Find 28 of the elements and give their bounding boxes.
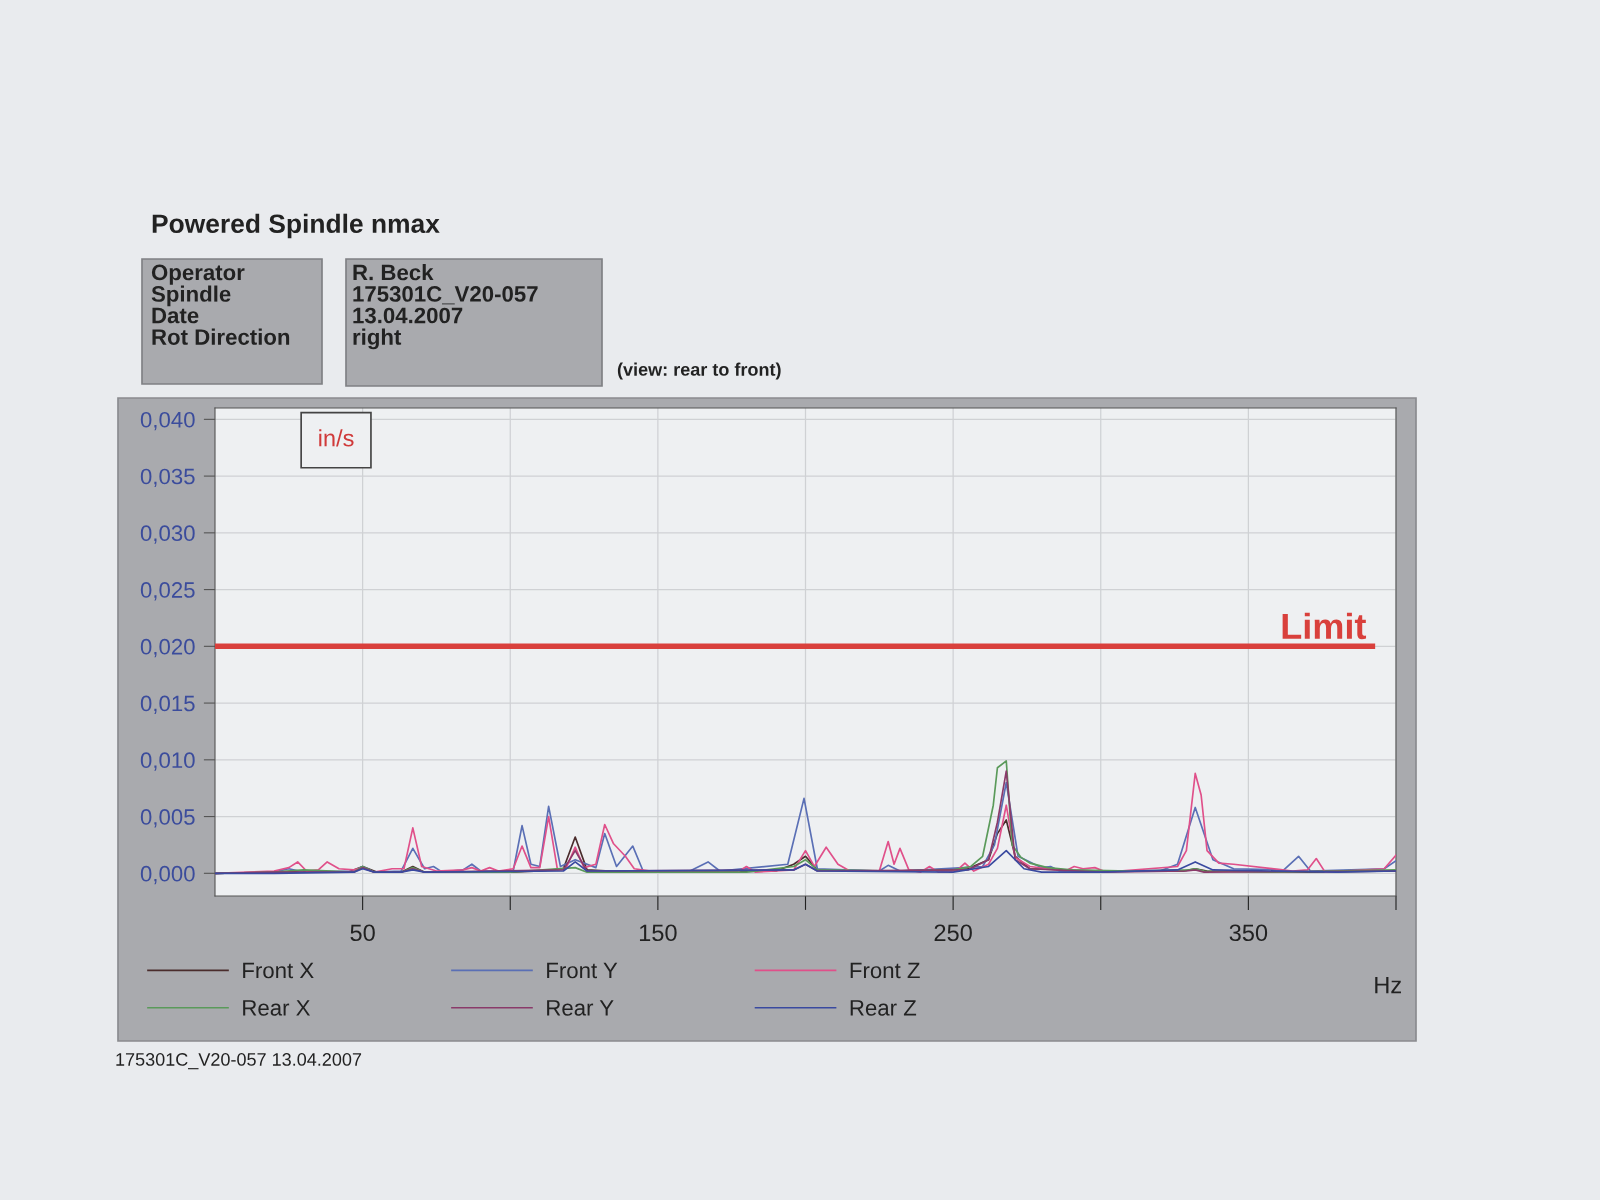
legend-label: Front X (243, 962, 314, 979)
x-tick-label: 50 (350, 924, 375, 942)
text: Operator Spindle Date Rot Direction (151, 264, 290, 345)
y-tick-label: 0,005 (140, 809, 195, 828)
text: 175301C_V20-057 13.04.2007 (116, 1053, 362, 1070)
x-tick-label: 250 (934, 924, 972, 942)
y-tick-label: 0,025 (140, 582, 195, 601)
line-series (215, 849, 1396, 875)
legend-label: Front Z (850, 962, 920, 979)
y-axis-title: in/s (319, 429, 354, 447)
text: (view: rear to front) (617, 362, 781, 380)
x-axis-title: Hz (1375, 976, 1401, 994)
y-tick-label: 0,035 (140, 468, 195, 487)
ref-line-label: Limit (1282, 612, 1367, 640)
legend-label: Rear X (243, 1000, 311, 1016)
y-tick-label: 0,020 (140, 638, 195, 658)
y-tick-label: 0,010 (140, 752, 195, 771)
legend-label: Rear Y (547, 1000, 614, 1016)
chart-title: Powered Spindle nmax (152, 213, 440, 239)
legend-label: Front Y (547, 962, 618, 979)
y-tick-label: 0,000 (140, 865, 195, 885)
y-tick-label: 0,030 (140, 525, 195, 544)
y-tick-label: 0,015 (140, 695, 195, 714)
y-tick-label: 0,040 (140, 411, 195, 431)
x-tick-label: 350 (1229, 924, 1268, 942)
x-tick-label: 150 (639, 924, 677, 942)
legend-label: Rear Z (850, 1000, 917, 1016)
text: R. Beck 175301C_V20-057 13.04.2007 right (353, 264, 538, 350)
